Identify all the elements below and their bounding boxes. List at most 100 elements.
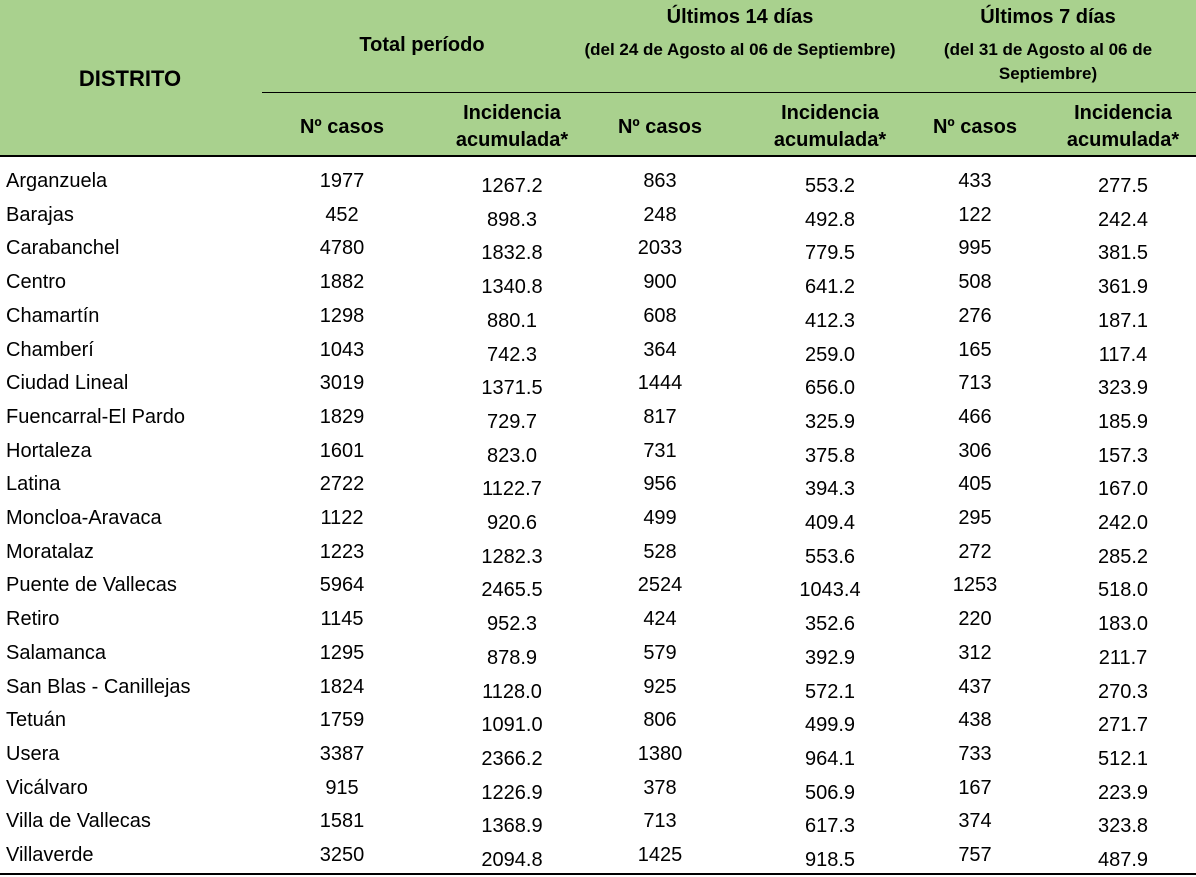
casos-7-cell: 272 [958,540,992,563]
district-name-cell: Carabanchel [6,237,120,260]
incidencia-7-cell: 285.2 [1097,545,1149,568]
header-casos-7: Nº casos [932,116,1017,138]
incidencia-total-cell: 1122.7 [482,478,542,501]
table-row: Usera 3387 2366.2 1380 964.1 733 512.1 [0,739,1196,773]
casos-7-cell: 433 [958,170,992,192]
incidencia-14-cell: 617.3 [804,815,856,838]
incidencia-7-cell: 167.0 [1097,478,1149,501]
casos-total-cell: 1298 [319,304,365,327]
table-row: Centro 1882 1340.8 900 641.2 508 361.9 [0,267,1196,301]
table-row: Puente de Vallecas 5964 2465.5 2524 1043.4 12… [0,570,1196,604]
casos-total-cell: 915 [325,776,359,799]
casos-7-cell: 733 [958,742,992,765]
district-name-cell: Retiro [6,608,60,631]
incidencia-total-cell: 729.7 [486,410,538,433]
district-name-cell: Latina [6,473,61,496]
casos-14-cell: 424 [643,608,677,631]
table-row: Arganzuela 1977 1267.2 863 553.2 433 277.5 [0,166,1196,200]
incidencia-14-cell: 1043.4 [799,579,861,602]
incidencia-7-cell: 512.1 [1097,747,1149,770]
district-name-cell: Barajas [6,203,74,226]
casos-total-cell: 1581 [319,810,365,833]
incidencia-7-cell: 211.7 [1098,646,1148,669]
table-row: Moratalaz 1223 1282.3 528 553.6 272 285.2 [0,537,1196,571]
incidencia-7-cell: 242.4 [1097,208,1149,231]
casos-7-cell: 437 [958,675,992,698]
header-ultimos-7-sub: (del 31 de Agosto al 06 de Septiembre) [943,40,1153,83]
casos-total-cell: 1882 [319,271,365,294]
table-row: Salamanca 1295 878.9 579 392.9 312 211.7 [0,638,1196,672]
incidencia-14-cell: 918.5 [804,849,856,871]
incidencia-total-cell: 878.9 [486,646,538,669]
header-casos-total: Nº casos [299,116,384,138]
incidencia-14-cell: 641.2 [804,276,856,299]
district-name-cell: Villa de Vallecas [6,810,151,833]
casos-14-cell: 1380 [637,742,683,765]
casos-7-cell: 312 [958,641,992,664]
incidencia-7-cell: 277.5 [1097,175,1149,197]
casos-7-cell: 165 [958,338,992,361]
table-row: Villa de Vallecas 1581 1368.9 713 617.3 374 32… [0,806,1196,840]
table-row: Tetuán 1759 1091.0 806 499.9 438 271.7 [0,705,1196,739]
incidencia-7-cell: 117.4 [1098,343,1148,366]
table-row: Retiro 1145 952.3 424 352.6 220 183.0 [0,604,1196,638]
table-row: Fuencarral-El Pardo 1829 729.7 817 325.9 466 1… [0,402,1196,436]
casos-total-cell: 3019 [319,372,365,395]
table-row: Moncloa-Aravaca 1122 920.6 499 409.4 295 242.0 [0,503,1196,537]
incidencia-total-cell: 1282.3 [481,545,543,568]
incidencia-7-cell: 185.9 [1097,410,1149,433]
casos-14-cell: 900 [643,271,677,294]
casos-7-cell: 438 [958,709,992,732]
incidencia-7-cell: 361.9 [1097,276,1149,299]
casos-14-cell: 528 [643,540,677,563]
district-name-cell: Chamartín [6,304,100,327]
casos-7-cell: 374 [958,810,992,833]
casos-14-cell: 2524 [637,574,683,597]
casos-14-cell: 364 [643,338,677,361]
incidencia-total-cell: 952.3 [486,613,538,636]
district-name-cell: Arganzuela [6,170,108,192]
incidencia-total-cell: 1091.0 [481,714,543,737]
incidencia-14-cell: 553.2 [804,175,856,197]
incidencia-14-cell: 352.6 [804,613,856,636]
table-bottom-border [0,873,1196,875]
header-ultimos-14-title: Últimos 14 días [666,6,814,28]
district-name-cell: Hortaleza [6,439,92,462]
incidencia-total-cell: 2465.5 [481,579,543,602]
casos-7-cell: 995 [958,237,992,260]
district-name-cell: Centro [6,271,67,294]
incidencia-7-cell: 183.0 [1097,613,1149,636]
incidencia-7-cell: 381.5 [1097,242,1149,265]
incidencia-7-cell: 323.9 [1097,377,1149,400]
header-total-periodo: Total período [359,34,485,56]
incidencia-14-cell: 572.1 [804,680,856,703]
table-row: Hortaleza 1601 823.0 731 375.8 306 157.3 [0,436,1196,470]
casos-total-cell: 1295 [319,641,365,664]
header-incidencia-7: Incidencia acumulada* [1066,102,1180,151]
incidencia-14-cell: 506.9 [804,781,856,804]
casos-total-cell: 1043 [319,338,365,361]
district-name-cell: Salamanca [6,641,107,664]
casos-14-cell: 806 [643,709,677,732]
incidencia-total-cell: 1226.9 [481,781,543,804]
district-name-cell: Villaverde [6,844,94,866]
incidencia-14-cell: 656.0 [804,377,856,400]
incidencia-7-cell: 223.9 [1097,781,1149,804]
header-ultimos-7-title: Últimos 7 días [980,6,1116,28]
incidencia-total-cell: 920.6 [486,512,538,534]
casos-total-cell: 1601 [319,439,365,462]
district-name-cell: Vicálvaro [6,776,88,799]
incidencia-7-cell: 323.8 [1097,815,1149,838]
casos-7-cell: 167 [958,776,992,799]
casos-14-cell: 1444 [637,372,683,395]
incidencia-total-cell: 880.1 [486,309,538,332]
header-casos-14: Nº casos [617,116,702,138]
casos-14-cell: 956 [643,473,677,496]
incidencia-total-cell: 1371.5 [481,377,543,400]
district-name-cell: Usera [6,742,60,765]
incidencia-14-cell: 394.3 [804,478,856,501]
casos-total-cell: 2722 [319,473,365,496]
casos-14-cell: 248 [643,203,677,226]
casos-14-cell: 731 [643,439,677,462]
